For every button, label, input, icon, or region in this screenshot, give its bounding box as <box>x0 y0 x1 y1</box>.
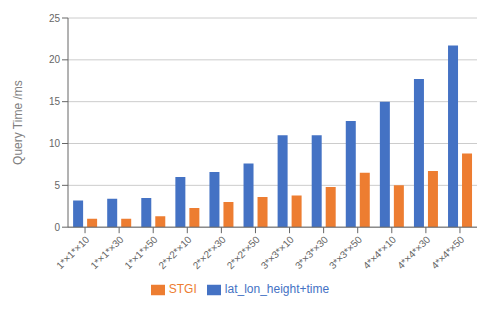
svg-text:0: 0 <box>54 222 60 233</box>
svg-text:2*×2*×50: 2*×2*×50 <box>225 234 263 272</box>
svg-text:1*×1*×50: 1*×1*×50 <box>122 234 160 272</box>
svg-text:5: 5 <box>54 180 60 191</box>
svg-text:1*×1*×30: 1*×1*×30 <box>88 234 126 272</box>
svg-text:20: 20 <box>49 54 61 65</box>
svg-text:3*×3*×50: 3*×3*×50 <box>327 234 365 272</box>
svg-text:4*×4*×10: 4*×4*×10 <box>361 234 399 272</box>
svg-text:2*×2*×10: 2*×2*×10 <box>156 234 194 272</box>
svg-text:4*×4*×50: 4*×4*×50 <box>429 234 467 272</box>
svg-text:Query Time /ms: Query Time /ms <box>11 80 25 165</box>
svg-text:10: 10 <box>49 138 61 149</box>
svg-text:1*×1*×10: 1*×1*×10 <box>54 234 92 272</box>
svg-text:2*×2*×30: 2*×2*×30 <box>191 234 229 272</box>
html-text:STGI: STGI <box>168 282 197 297</box>
html-text:lat_lon_height+time: lat_lon_height+time <box>224 282 330 297</box>
svg-text:3*×3*×10: 3*×3*×10 <box>259 234 297 272</box>
svg-text:3*×3*×30: 3*×3*×30 <box>293 234 331 272</box>
svg-text:4*×4*×30: 4*×4*×30 <box>395 234 433 272</box>
svg-text:15: 15 <box>49 96 61 107</box>
svg-text:25: 25 <box>49 13 61 24</box>
